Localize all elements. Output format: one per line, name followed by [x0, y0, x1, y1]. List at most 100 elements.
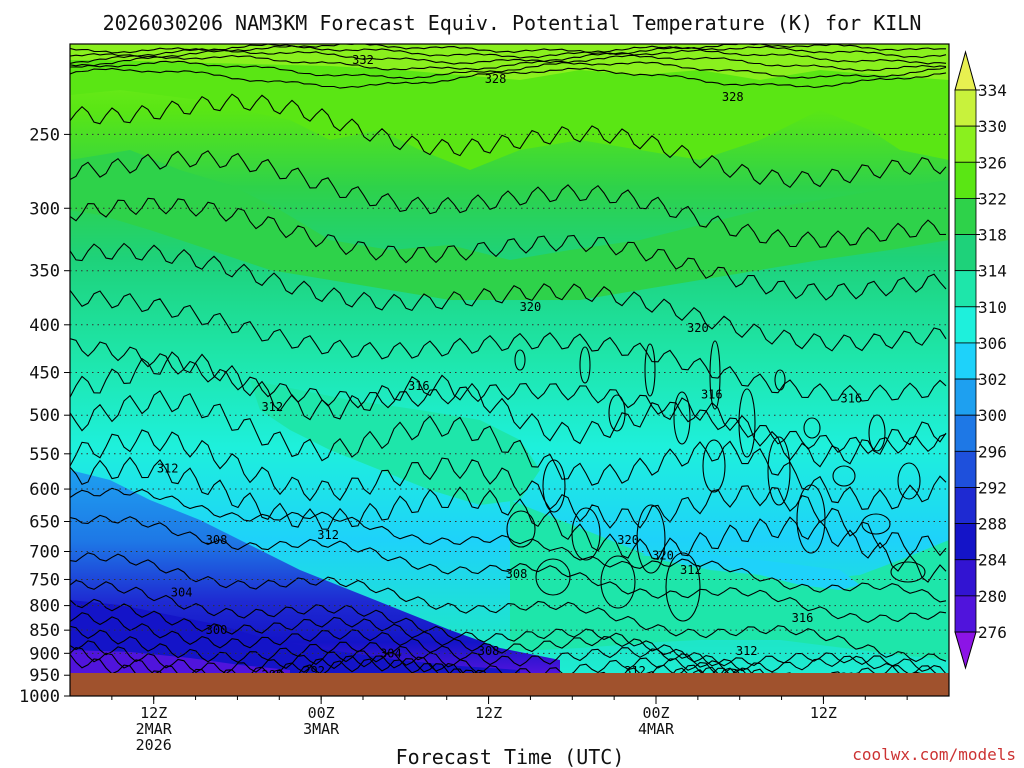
contour-label: 328 — [722, 90, 744, 104]
contour-line — [70, 579, 947, 686]
chart-title: 2026030206 NAM3KM Forecast Equiv. Potent… — [103, 11, 922, 35]
contour-closed-loop — [868, 414, 886, 452]
contour-label: 304 — [380, 646, 402, 660]
colorbar-top-arrow — [954, 50, 977, 91]
contour-closed-loop — [890, 561, 926, 583]
colorbar-swatch — [954, 342, 977, 380]
contour-closed-loop — [767, 436, 791, 506]
contour-line — [70, 93, 947, 189]
contour-closed-loop — [665, 552, 701, 622]
contour-closed-loop — [796, 484, 826, 554]
contour-label: 332 — [352, 53, 374, 67]
contour-line — [70, 289, 947, 402]
colorbar-swatch — [954, 450, 977, 488]
contour-line — [70, 49, 947, 65]
y-tick-label: 550 — [29, 445, 60, 465]
upper-warm-region — [70, 44, 949, 170]
contour-line — [70, 552, 947, 663]
contour-line — [70, 456, 947, 583]
x-tick-label: 12Z — [475, 704, 502, 722]
contour-closed-loop — [644, 343, 656, 397]
contour-line — [70, 514, 947, 624]
contour-closed-loop — [709, 340, 721, 410]
contour-line — [70, 60, 947, 80]
contour-closed-loop — [535, 558, 571, 596]
colorbar-swatch — [954, 89, 977, 127]
x-tick-label: 00Z — [642, 704, 669, 722]
contour-label: 316 — [792, 611, 814, 625]
contour-closed-loop — [571, 507, 601, 561]
midlevel-dry-pocket — [250, 380, 540, 505]
contour-label: 308 — [206, 533, 228, 547]
contour-labels: 332 328 328 320 320 316 316 316 312 312 308 312 320 3… — [157, 53, 862, 684]
colorbar-label: 314 — [978, 262, 1007, 281]
y-tick-label: 950 — [29, 666, 60, 686]
colorbar-label: 276 — [978, 623, 1007, 642]
contour-label: 320 — [520, 300, 542, 314]
contour-line — [70, 150, 947, 248]
colorbar-label: 284 — [978, 551, 1007, 570]
y-tick-label: 350 — [29, 262, 60, 282]
y-tick-label: 250 — [29, 125, 60, 145]
contour-label: 312 — [736, 644, 758, 658]
contour-label: 312 — [261, 400, 283, 414]
colorbar-swatch — [954, 270, 977, 308]
contour-line — [70, 67, 947, 89]
colorbar-label: 318 — [978, 226, 1007, 245]
y-tick-label: 500 — [29, 406, 60, 426]
x-tick-label: 00Z — [308, 704, 335, 722]
contour-closed-loop — [636, 504, 666, 574]
colorbar-label: 292 — [978, 478, 1007, 497]
contour-label: 304 — [171, 586, 193, 600]
colorbar-label: 330 — [978, 117, 1007, 136]
colorbar-swatch — [954, 378, 977, 416]
colorbar-swatch — [954, 125, 977, 163]
contour-closed-loop — [514, 349, 526, 371]
contour-label: 316 — [840, 392, 862, 406]
y-tick-label: 900 — [29, 644, 60, 664]
colorbar-bottom-arrow — [954, 631, 977, 670]
contour-closed-loop — [774, 369, 786, 391]
contour-line — [70, 242, 947, 352]
colorbar-swatch — [954, 523, 977, 561]
contour-closed-loop — [738, 388, 756, 458]
upper-mid-region — [70, 150, 949, 300]
x-axis-title: Forecast Time (UTC) — [396, 745, 625, 768]
colorbar: 334 330 326 322 318 314 310 306 302 300 296 292 288 2… — [954, 50, 1007, 670]
colorbar-swatch — [954, 595, 977, 633]
contour-label: 312 — [157, 461, 179, 475]
colorbar-label: 310 — [978, 298, 1007, 317]
colorbar-label: 334 — [978, 81, 1007, 100]
y-tick-label: 600 — [29, 480, 60, 500]
x-tick-label: 2MAR — [136, 720, 173, 738]
contour-closed-loop — [673, 391, 691, 445]
y-tick-label: 750 — [29, 570, 60, 590]
contour-line — [70, 598, 947, 675]
colorbar-label: 302 — [978, 370, 1007, 389]
lower-pocket — [640, 550, 860, 590]
colorbar-swatch — [954, 161, 977, 199]
colorbar-swatch — [954, 197, 977, 235]
contour-closed-loop — [579, 346, 591, 384]
colorbar-swatch — [954, 414, 977, 452]
y-tick-label: 1000 — [19, 687, 60, 707]
contour-label: 300 — [206, 623, 228, 637]
contour-label: 316 — [408, 379, 430, 393]
colorbar-label: 296 — [978, 442, 1007, 461]
contour-label: 328 — [485, 72, 507, 86]
contour-line — [70, 338, 947, 455]
ground-below-surface — [70, 673, 949, 696]
y-tick-label: 450 — [29, 364, 60, 384]
y-axis: 250 300 350 400 450 500 550 600 650 700 750 800 850 9… — [19, 125, 70, 707]
contour-label: 308 — [478, 644, 500, 658]
contour-closed-loop — [608, 394, 626, 432]
colorbar-swatch — [954, 306, 977, 344]
y-tick-label: 300 — [29, 199, 60, 219]
colorbar-swatch — [954, 559, 977, 597]
contour-line — [70, 197, 947, 301]
contour-closed-loop — [897, 462, 921, 500]
contour-label: 320 — [652, 549, 674, 563]
y-tick-label: 400 — [29, 316, 60, 336]
